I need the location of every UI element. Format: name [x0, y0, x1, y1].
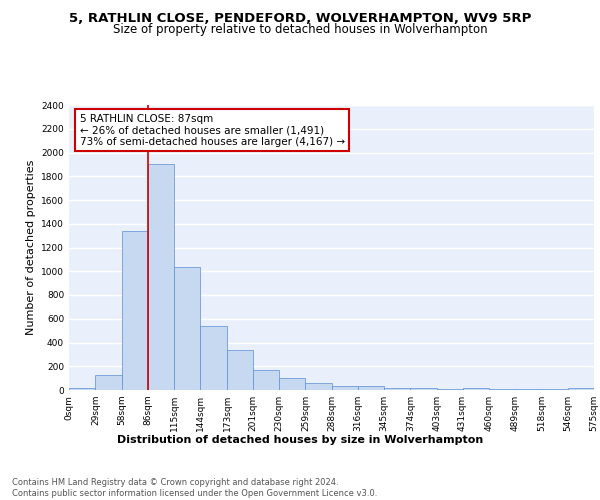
Bar — [332, 386, 358, 390]
Text: Contains HM Land Registry data © Crown copyright and database right 2024.
Contai: Contains HM Land Registry data © Crown c… — [12, 478, 377, 498]
Bar — [305, 384, 332, 390]
Bar — [122, 231, 148, 390]
Bar — [200, 326, 227, 390]
Text: Size of property relative to detached houses in Wolverhampton: Size of property relative to detached ho… — [113, 22, 487, 36]
Text: 5 RATHLIN CLOSE: 87sqm
← 26% of detached houses are smaller (1,491)
73% of semi-: 5 RATHLIN CLOSE: 87sqm ← 26% of detached… — [79, 114, 344, 147]
Text: Distribution of detached houses by size in Wolverhampton: Distribution of detached houses by size … — [117, 435, 483, 445]
Y-axis label: Number of detached properties: Number of detached properties — [26, 160, 35, 335]
Text: 5, RATHLIN CLOSE, PENDEFORD, WOLVERHAMPTON, WV9 5RP: 5, RATHLIN CLOSE, PENDEFORD, WOLVERHAMPT… — [69, 12, 531, 26]
Bar — [227, 350, 253, 390]
Bar — [95, 374, 122, 390]
Bar — [384, 388, 410, 390]
Bar — [69, 388, 95, 390]
Bar — [253, 370, 279, 390]
Bar — [568, 388, 594, 390]
Bar — [148, 164, 174, 390]
Bar — [358, 386, 384, 390]
Bar — [279, 378, 305, 390]
Bar — [410, 388, 437, 390]
Bar — [463, 388, 489, 390]
Bar — [174, 266, 200, 390]
